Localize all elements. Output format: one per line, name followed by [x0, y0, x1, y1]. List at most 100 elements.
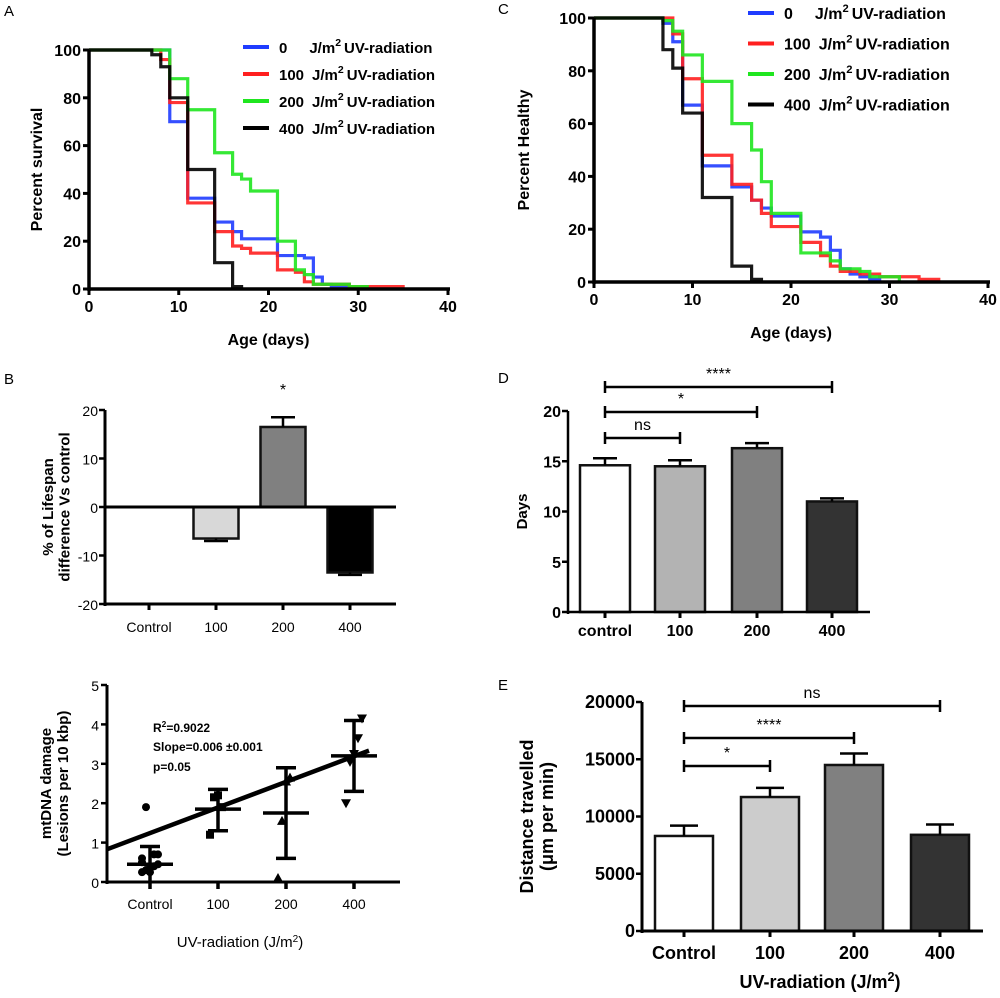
x-tick-label: 40 [979, 292, 997, 309]
legend-entry-200: 200 J/m2 UV-radiation [279, 91, 435, 111]
legend-entry-100: 100 J/m2 UV-radiation [784, 34, 950, 54]
legend-text-part: 2 [846, 95, 852, 107]
text-part: =0.9022 [166, 721, 210, 735]
y-tick-label: 5 [91, 678, 99, 694]
x-tick-label: 20 [782, 292, 800, 309]
y-axis-label: Distance travelled [517, 739, 537, 893]
y-tick-label: 2 [91, 796, 99, 812]
y-tick-label: 20 [568, 222, 586, 239]
y-tick-label: 0 [577, 275, 586, 292]
text-part: R [153, 721, 162, 735]
y-tick-label: 10 [82, 452, 98, 468]
series-line-100 [89, 48, 405, 289]
bar-Control [653, 834, 715, 933]
x-tick-label-Control: Control [652, 943, 716, 963]
series-line-0 [594, 16, 882, 282]
x-tick-label-100: 100 [204, 619, 228, 635]
x-tick-label: 40 [439, 299, 457, 316]
panel-label-b: B [4, 371, 14, 388]
x-axis-label: Age (days) [228, 332, 310, 349]
bar-200 [730, 446, 784, 614]
y-axis-label: (Lesions per 10 kbp) [55, 711, 72, 857]
x-tick-label: 10 [170, 299, 188, 316]
bar-100 [653, 465, 707, 614]
y-tick-label: 40 [568, 169, 586, 186]
bar-200 [823, 763, 885, 933]
y-tick-label: 5000 [595, 864, 635, 884]
legend-text-part: 200 [279, 94, 304, 111]
legend-text-part: 2 [338, 64, 344, 76]
series-line-200 [89, 48, 369, 289]
x-axis-label: Age (days) [750, 325, 832, 342]
legend-text-part: 100 [279, 67, 304, 84]
legend-text-part: UV-radiation [344, 40, 432, 57]
superscript: 2 [888, 970, 895, 984]
data-point [142, 803, 150, 812]
x-tick-label-400: 400 [338, 619, 362, 635]
text-part: 2 [293, 934, 299, 945]
x-tick-label-200: 200 [274, 896, 298, 912]
y-tick-label: 20 [63, 234, 81, 251]
significance-label: * [724, 745, 730, 762]
series-line-100 [594, 16, 941, 282]
legend-text-part: UV-radiation [347, 121, 435, 138]
y-tick-label: 15000 [585, 749, 635, 769]
x-tick-label-200: 200 [271, 619, 295, 635]
text-part: ) [298, 934, 303, 951]
legend-text-part: J/m [312, 121, 338, 138]
y-tick-label: 0 [91, 875, 99, 891]
panel-label-c: C [498, 1, 509, 18]
p-value-annotation: p=0.05 [153, 760, 191, 774]
x-tick-label-200: 200 [839, 943, 869, 963]
legend-entry-0: 0 J/m2 UV-radiation [784, 3, 946, 23]
legend-text-part: J/m [815, 6, 843, 23]
text-part: UV-radiation (J/m [177, 934, 293, 951]
significance-label: **** [757, 717, 782, 734]
y-tick-label: 10 [543, 505, 561, 522]
data-point [273, 873, 283, 883]
legend-text-part: 200 [784, 67, 811, 84]
significance-label: * [678, 391, 684, 408]
legend-entry-400: 400 J/m2 UV-radiation [784, 95, 950, 115]
series-line-400 [594, 16, 764, 282]
legend-text-part: UV-radiation [347, 94, 435, 111]
legend-text-part: 100 [784, 37, 811, 54]
y-tick-label: 80 [568, 64, 586, 81]
legend-text-part: UV-radiation [852, 6, 946, 23]
bar-control [578, 464, 632, 614]
y-axis-label: % of Lifespan [40, 458, 57, 556]
y-tick-label: 4 [91, 717, 99, 733]
data-point [138, 854, 146, 863]
x-tick-label: 30 [881, 292, 899, 309]
legend-entry-200: 200 J/m2 UV-radiation [784, 64, 950, 84]
y-tick-label: 0 [552, 605, 561, 622]
bar-200 [259, 425, 307, 509]
legend-text-part: J/m [819, 67, 847, 84]
y-tick-label: 0 [625, 921, 635, 941]
legend-entry-0: 0 J/m2 UV-radiation [279, 37, 432, 57]
y-tick-label: 3 [91, 757, 99, 773]
slope-annotation: Slope=0.006 ±0.001 [153, 740, 263, 754]
legend-text-part: J/m [819, 37, 847, 54]
x-tick-label-400: 400 [819, 623, 846, 640]
series-line-200 [594, 16, 901, 282]
x-tick-label-400: 400 [925, 943, 955, 963]
significance-star: * [280, 382, 286, 399]
x-tick-label-control: control [578, 623, 632, 640]
legend-text-part: 2 [846, 64, 852, 76]
y-tick-label: 100 [559, 11, 586, 28]
y-axis-label: mtDNA damage [38, 728, 55, 839]
y-tick-label: 20 [82, 403, 98, 419]
y-tick-label: -10 [78, 549, 98, 565]
x-tick-label: 20 [260, 299, 278, 316]
legend-text-part: J/m [312, 94, 338, 111]
significance-label: ns [634, 417, 651, 434]
legend-text-part: 2 [842, 3, 848, 15]
legend-text-part: 0 [784, 6, 793, 23]
x-tick-label: 30 [349, 299, 367, 316]
x-tick-label-Control: Control [126, 619, 171, 635]
y-tick-label: 60 [63, 139, 81, 156]
y-tick-label: 5 [552, 555, 561, 572]
text-part: ) [895, 972, 901, 992]
